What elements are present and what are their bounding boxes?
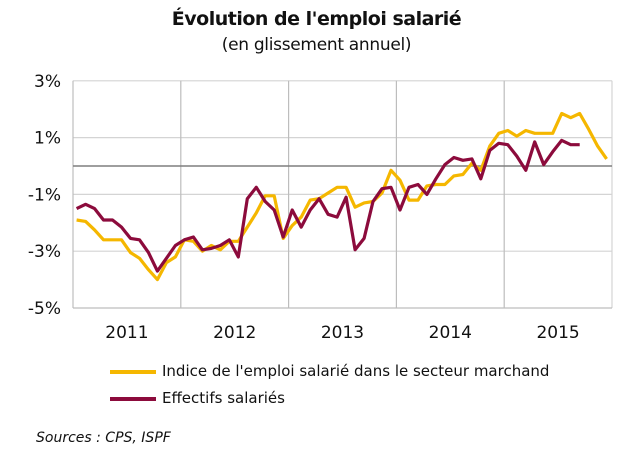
- legend-label-effectifs: Effectifs salariés: [162, 389, 285, 407]
- series-line-indice: [76, 111, 608, 282]
- legend-item-indice: Indice de l'emploi salarié dans le secte…: [110, 362, 549, 380]
- y-tick-label: -5%: [28, 299, 61, 319]
- chart-subtitle: (en glissement annuel): [221, 35, 412, 55]
- legend-item-effectifs: Effectifs salariés: [110, 389, 285, 407]
- legend-label-indice: Indice de l'emploi salarié dans le secte…: [162, 362, 550, 380]
- y-tick-label: 3%: [34, 72, 61, 92]
- y-tick-label: -3%: [28, 242, 61, 262]
- legend-swatch-effectifs: [110, 396, 156, 401]
- x-tick-label: 2013: [321, 323, 364, 343]
- chart-title: Évolution de l'emploi salarié: [171, 8, 462, 30]
- y-tick-label: -1%: [28, 185, 61, 205]
- x-tick-label: 2011: [105, 323, 148, 343]
- x-tick-label: 2015: [536, 323, 579, 343]
- x-tick-label: 2012: [213, 323, 256, 343]
- sources-note: Sources : CPS, ISPF: [36, 430, 171, 446]
- y-tick-label: 1%: [34, 129, 61, 149]
- legend-swatch-indice: [110, 369, 156, 374]
- x-tick-label: 2014: [429, 323, 472, 343]
